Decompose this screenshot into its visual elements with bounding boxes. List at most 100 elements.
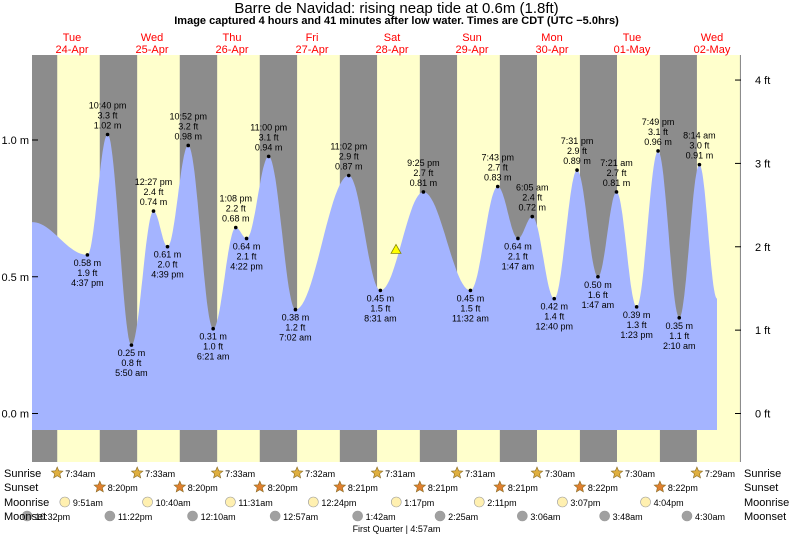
- sunrise-icon: [690, 466, 704, 479]
- tide-point: [421, 190, 426, 194]
- sunset-row-label-right: Sunset: [744, 482, 779, 494]
- sunset-row-label: Sunset: [4, 482, 39, 494]
- low-tide-label: 1.2 ft: [285, 323, 306, 333]
- day-date: 25-Apr: [135, 44, 168, 56]
- moonrise-icon: [142, 496, 153, 508]
- sunrise-time: 7:34am: [65, 469, 95, 479]
- high-tide-label: 11:00 pm: [250, 122, 287, 132]
- moonrise-icon: [473, 496, 485, 508]
- moonset-time: 10:32pm: [35, 512, 70, 522]
- tide-point: [697, 162, 702, 167]
- sunset-time: 8:21pm: [428, 483, 458, 493]
- low-tide-label: 1.5 ft: [460, 303, 481, 313]
- high-tide-label: 0.72 m: [519, 203, 547, 213]
- high-tide-label: 1:08 pm: [220, 194, 253, 204]
- low-tide-label: 0.35 m: [665, 321, 693, 331]
- day-date: 02-May: [694, 44, 731, 56]
- moonset-time: 3:48am: [613, 512, 643, 522]
- day-name: Wed: [701, 32, 723, 44]
- low-tide-label: 0.58 m: [74, 258, 102, 268]
- sunrise-row-label: Sunrise: [4, 468, 42, 480]
- high-tide-label: 0.68 m: [222, 214, 250, 224]
- sunrise-icon: [530, 466, 544, 479]
- high-tide-label: 1.02 m: [94, 121, 122, 131]
- tide-point: [575, 168, 579, 172]
- sunrise-icon: [50, 466, 64, 479]
- low-tide-label: 12:40 pm: [535, 322, 573, 332]
- high-tide-label: 2.4 ft: [143, 187, 164, 197]
- moonrise-icon: [640, 496, 651, 508]
- tide-point: [656, 149, 660, 153]
- high-tide-label: 3.1 ft: [259, 132, 280, 142]
- day-name: Sat: [384, 32, 401, 44]
- low-tide-label: 7:02 am: [279, 333, 312, 343]
- tide-point: [151, 209, 156, 213]
- moonset-icon: [269, 510, 281, 522]
- high-tide-label: 10:52 pm: [169, 111, 207, 121]
- moonset-time: 11:22pm: [118, 512, 152, 522]
- right-tick-label: 0 ft: [755, 409, 770, 421]
- moonrise-icon: [390, 496, 402, 508]
- high-tide-label: 0.81 m: [410, 178, 438, 188]
- tide-point: [211, 326, 215, 331]
- high-tide-label: 2.9 ft: [567, 146, 588, 156]
- tide-point: [596, 274, 600, 279]
- tide-point: [165, 244, 170, 249]
- moonrise-time: 12:24pm: [321, 498, 356, 508]
- low-tide-label: 2.0 ft: [157, 260, 178, 270]
- tide-point: [186, 143, 191, 148]
- left-tick-label: 0.0 m: [1, 409, 29, 421]
- moonset-icon: [681, 510, 693, 522]
- tide-extreme-labels: 0.58 m1.9 ft4:37 pm 10:40 pm3.3 ft1.02 m 0…: [71, 101, 716, 379]
- high-tide-label: 7:43 pm: [481, 152, 514, 162]
- sunset-time: 8:20pm: [108, 483, 138, 493]
- tide-curve: [32, 134, 717, 430]
- moonset-time: 1:42am: [366, 512, 396, 522]
- sunrise-time: 7:30am: [545, 469, 575, 479]
- tide-point: [346, 173, 351, 178]
- sunrise-time: 7:31am: [385, 469, 415, 479]
- low-tide-label: 1.4 ft: [544, 312, 565, 322]
- moonrise-time: 1:17pm: [404, 498, 434, 508]
- low-tide-label: 4:22 pm: [230, 261, 263, 271]
- sunset-time: 8:20pm: [268, 483, 298, 493]
- sunset-icon: [93, 480, 107, 493]
- moonrise-time: 10:40am: [156, 498, 191, 508]
- tide-area: [32, 134, 717, 430]
- moonrise-icon: [225, 496, 236, 508]
- high-tide-label: 10:40 pm: [89, 101, 127, 111]
- sunset-time: 8:22pm: [668, 483, 698, 493]
- day-name: Tue: [623, 32, 642, 44]
- tide-point: [530, 214, 535, 219]
- tide-point: [233, 225, 238, 230]
- high-tide-label: 0.94 m: [255, 142, 283, 152]
- day-date: 24-Apr: [55, 44, 88, 56]
- day-date: 26-Apr: [215, 44, 248, 56]
- tide-point: [293, 307, 298, 312]
- low-tide-label: 0.64 m: [233, 241, 261, 251]
- low-tide-label: 0.39 m: [623, 310, 651, 320]
- high-tide-label: 2.7 ft: [606, 168, 627, 178]
- right-tick-label: 3 ft: [755, 158, 770, 170]
- low-tide-label: 8:31 am: [364, 313, 397, 323]
- high-tide-label: 3.3 ft: [98, 111, 119, 121]
- high-tide-label: 2.7 ft: [488, 162, 509, 172]
- right-tick-label: 4 ft: [755, 75, 770, 87]
- high-tide-label: 2.2 ft: [226, 204, 247, 214]
- high-tide-label: 7:49 pm: [642, 117, 675, 127]
- moonset-icon: [104, 510, 116, 522]
- moonset-row-label: Moonset: [4, 511, 47, 523]
- high-tide-label: 0.89 m: [563, 156, 591, 166]
- day-name: Fri: [306, 32, 319, 44]
- high-tide-label: 9:25 pm: [407, 158, 440, 168]
- left-tick-label: 0.5 m: [1, 272, 29, 284]
- moonset-time: 12:57am: [283, 512, 318, 522]
- low-tide-label: 0.42 m: [540, 302, 568, 312]
- day-date: 27-Apr: [295, 44, 328, 56]
- low-tide-label: 0.8 ft: [121, 358, 142, 368]
- moonset-icon: [434, 510, 446, 522]
- day-name: Wed: [141, 32, 163, 44]
- low-tide-label: 1.3 ft: [627, 320, 648, 330]
- moonrise-icon: [557, 496, 568, 508]
